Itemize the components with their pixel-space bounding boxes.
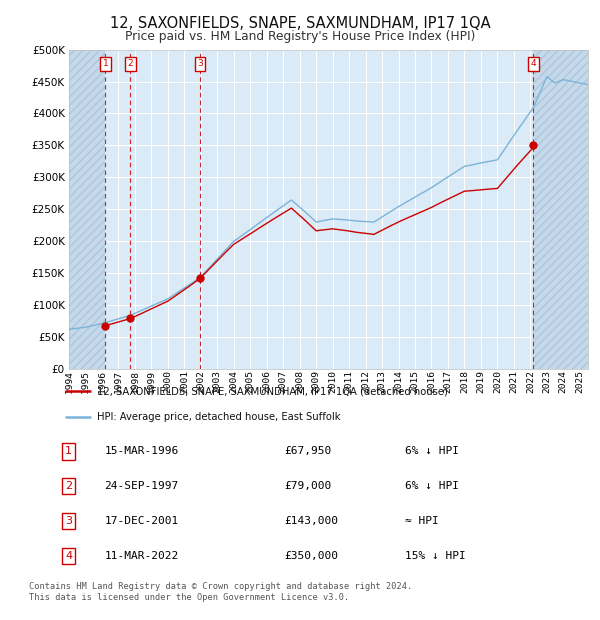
Text: 2: 2 bbox=[128, 60, 133, 68]
Text: 12, SAXONFIELDS, SNAPE, SAXMUNDHAM, IP17 1QA: 12, SAXONFIELDS, SNAPE, SAXMUNDHAM, IP17… bbox=[110, 16, 490, 31]
Text: 4: 4 bbox=[530, 60, 536, 68]
Text: HPI: Average price, detached house, East Suffolk: HPI: Average price, detached house, East… bbox=[97, 412, 340, 422]
Text: 1: 1 bbox=[65, 446, 72, 456]
Text: £67,950: £67,950 bbox=[284, 446, 331, 456]
Text: 11-MAR-2022: 11-MAR-2022 bbox=[104, 551, 179, 561]
Text: ≈ HPI: ≈ HPI bbox=[406, 516, 439, 526]
Text: 3: 3 bbox=[65, 516, 72, 526]
Text: 4: 4 bbox=[65, 551, 72, 561]
Text: 17-DEC-2001: 17-DEC-2001 bbox=[104, 516, 179, 526]
Text: £350,000: £350,000 bbox=[284, 551, 338, 561]
Text: 6% ↓ HPI: 6% ↓ HPI bbox=[406, 481, 460, 491]
Text: Price paid vs. HM Land Registry's House Price Index (HPI): Price paid vs. HM Land Registry's House … bbox=[125, 30, 475, 43]
Text: 6% ↓ HPI: 6% ↓ HPI bbox=[406, 446, 460, 456]
Text: 2: 2 bbox=[65, 481, 72, 491]
Text: Contains HM Land Registry data © Crown copyright and database right 2024.: Contains HM Land Registry data © Crown c… bbox=[29, 582, 412, 591]
Text: 12, SAXONFIELDS, SNAPE, SAXMUNDHAM, IP17 1QA (detached house): 12, SAXONFIELDS, SNAPE, SAXMUNDHAM, IP17… bbox=[97, 386, 448, 396]
Bar bbox=[69, 50, 106, 369]
Text: 24-SEP-1997: 24-SEP-1997 bbox=[104, 481, 179, 491]
Text: £79,000: £79,000 bbox=[284, 481, 331, 491]
Bar bbox=[533, 50, 588, 369]
Text: 15-MAR-1996: 15-MAR-1996 bbox=[104, 446, 179, 456]
Text: This data is licensed under the Open Government Licence v3.0.: This data is licensed under the Open Gov… bbox=[29, 593, 349, 602]
Text: 1: 1 bbox=[103, 60, 108, 68]
Text: 15% ↓ HPI: 15% ↓ HPI bbox=[406, 551, 466, 561]
Text: 3: 3 bbox=[197, 60, 203, 68]
Text: £143,000: £143,000 bbox=[284, 516, 338, 526]
